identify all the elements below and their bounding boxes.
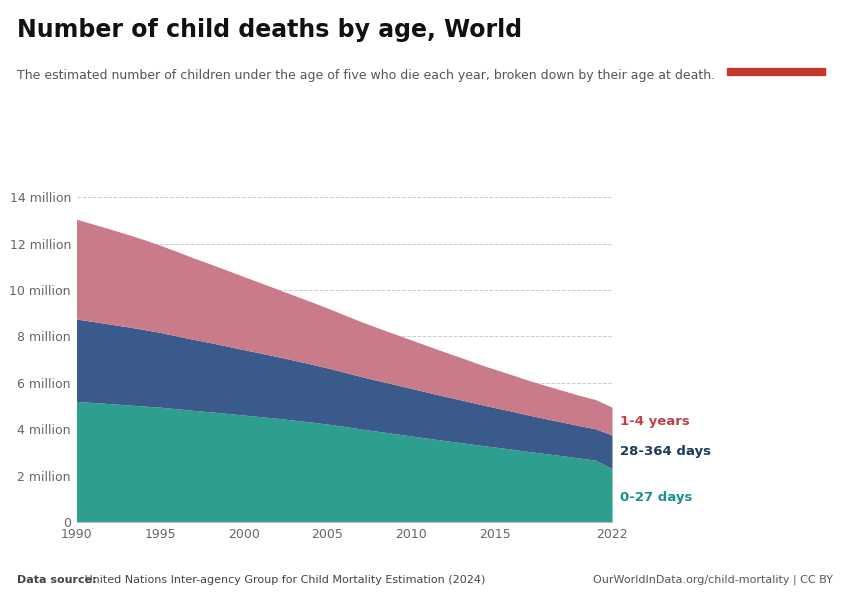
Text: The estimated number of children under the age of five who die each year, broken: The estimated number of children under t…	[17, 69, 715, 82]
Text: Number of child deaths by age, World: Number of child deaths by age, World	[17, 18, 522, 42]
Text: Our World: Our World	[744, 29, 808, 39]
Text: 1-4 years: 1-4 years	[620, 415, 690, 428]
Text: 0-27 days: 0-27 days	[620, 491, 693, 505]
Text: 28-364 days: 28-364 days	[620, 445, 711, 458]
Bar	[727, 68, 824, 75]
Text: United Nations Inter-agency Group for Child Mortality Estimation (2024): United Nations Inter-agency Group for Ch…	[81, 575, 485, 585]
Text: Data source:: Data source:	[17, 575, 97, 585]
Text: OurWorldInData.org/child-mortality | CC BY: OurWorldInData.org/child-mortality | CC …	[593, 575, 833, 585]
Text: in Data: in Data	[753, 49, 798, 58]
